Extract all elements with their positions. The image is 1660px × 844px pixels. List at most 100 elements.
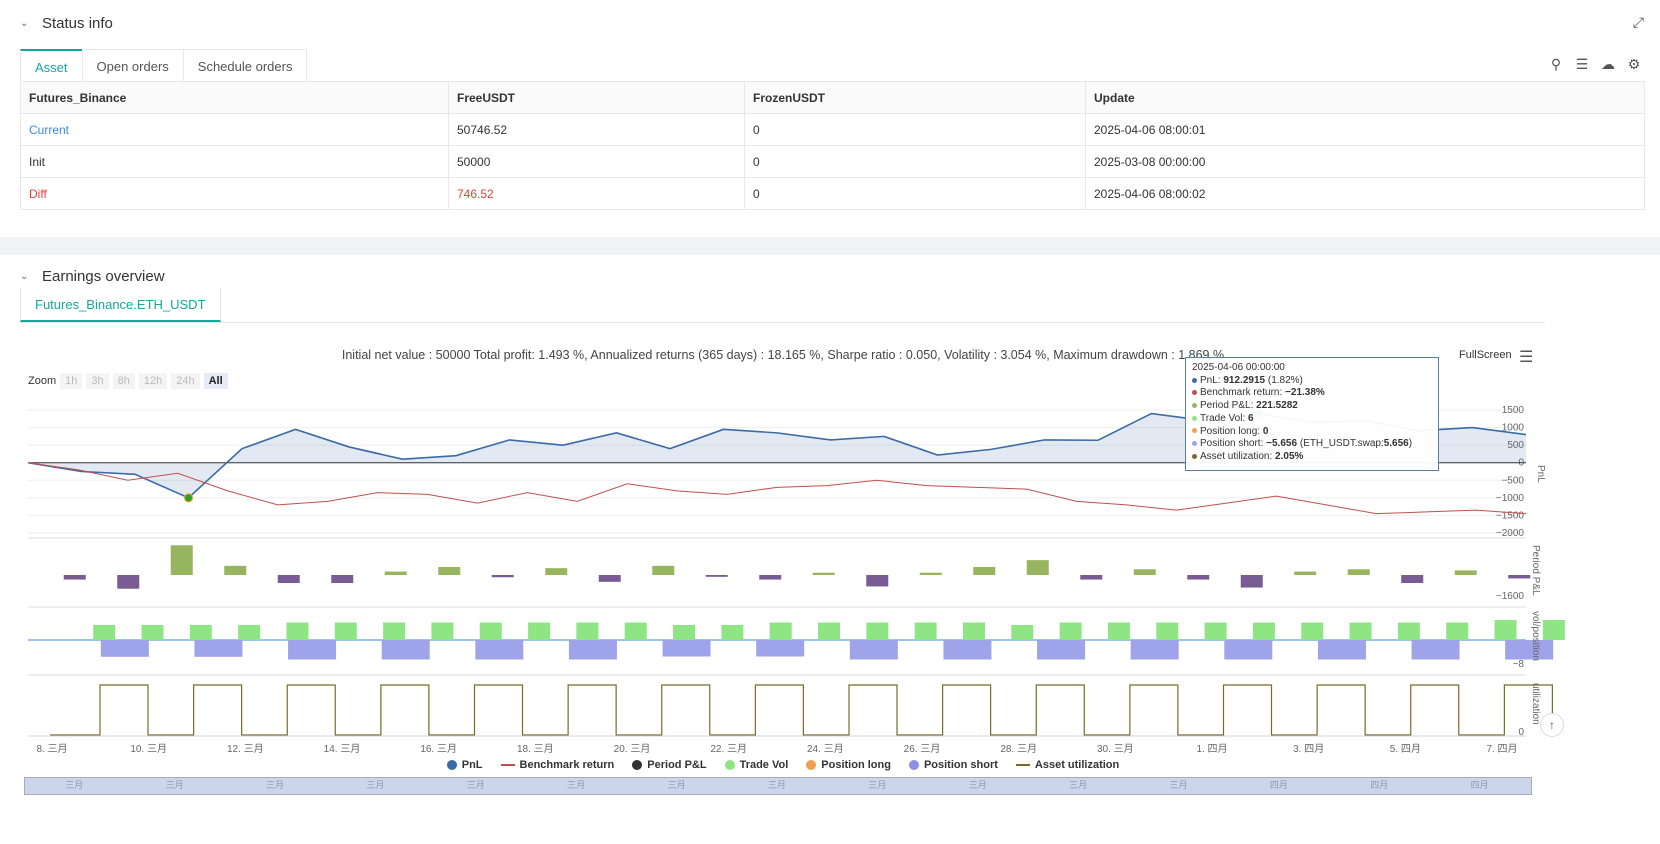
navigator-label: 三月 (366, 780, 385, 790)
position-axis-tick: −8 (1513, 659, 1525, 670)
zoom-24h-button[interactable]: 24h (171, 373, 200, 389)
period-pnl-bar (1401, 575, 1424, 583)
period-axis-title: Period P&L (1530, 545, 1541, 596)
x-tick-label: 28. 三月 (1000, 743, 1037, 755)
x-tick-label: 14. 三月 (324, 743, 361, 755)
status-section-header[interactable]: ⌄ Status info (20, 12, 113, 34)
trade-vol-bar (1059, 622, 1082, 640)
chevron-down-icon[interactable]: ⌄ (20, 17, 29, 29)
period-pnl-bar (1294, 571, 1317, 575)
util-axis-tick: 0 (1518, 727, 1524, 738)
range-navigator[interactable] (24, 777, 1532, 795)
navigator-label: 三月 (265, 780, 284, 790)
trade-vol-bar (431, 622, 454, 640)
asset-table: Futures_Binance FreeUSDT FrozenUSDT Upda… (20, 81, 1645, 210)
navigator-label: 三月 (868, 780, 887, 790)
section-title: Status info (42, 14, 113, 32)
trade-vol-bar (1156, 622, 1179, 640)
period-pnl-bar (1454, 570, 1477, 575)
zoom-all-button[interactable]: All (203, 373, 228, 389)
trade-vol-bar (1494, 620, 1517, 640)
navigator-label: 四月 (1269, 780, 1288, 790)
tab-futures-binance-eth-usdt[interactable]: Futures_Binance.ETH_USDT (20, 288, 221, 322)
position-short-bar (1317, 640, 1366, 660)
chevron-down-icon[interactable]: ⌄ (20, 270, 29, 282)
scroll-to-top-icon[interactable]: ↑ (1540, 713, 1564, 737)
legend-item-pnl[interactable]: PnL (446, 759, 483, 771)
earnings-section-header[interactable]: ⌄ Earnings overview (20, 265, 165, 287)
trade-vol-bar (624, 622, 647, 640)
earnings-chart[interactable]: 1500 1000 500 0 −500 −1000 −1500 −2000 PnL −1600 P… (0, 395, 1566, 760)
y-tick-label: 500 (1507, 440, 1524, 451)
period-pnl-bar (919, 572, 942, 575)
legend-item-trade-vol[interactable]: Trade Vol (724, 759, 788, 771)
legend-item-position-short[interactable]: Position short (908, 759, 998, 771)
navigator-label: 三月 (968, 780, 987, 790)
trade-vol-bar (914, 622, 937, 640)
period-pnl-bar (973, 567, 996, 575)
period-pnl-bar (1187, 575, 1210, 580)
hamburger-menu-icon[interactable]: ☰ (1519, 349, 1534, 366)
chart-tooltip: 2025-04-06 00:00:00 PnL: 912.2915 (1.82%… (1185, 357, 1439, 471)
y-tick-label: −500 (1501, 475, 1524, 486)
list-icon[interactable]: ☰ (1575, 56, 1589, 72)
collapse-icon[interactable]: ⤢ (1632, 14, 1644, 30)
period-pnl-bar (759, 575, 782, 580)
legend-item-benchmark[interactable]: Benchmark return (500, 759, 614, 771)
tab-open-orders[interactable]: Open orders (81, 49, 184, 84)
table-cell: 2025-04-06 08:00:02 (1085, 177, 1645, 210)
trade-vol-bar (673, 625, 696, 640)
navigator-label: 四月 (1370, 780, 1389, 790)
navigator-labels: 三月 三月 三月 三月 三月 三月 三月 三月 三月 三月 三月 三月 四月 四月 四月 (24, 778, 1530, 792)
x-tick-label: 5. 四月 (1390, 743, 1421, 755)
row-label-current[interactable]: Current (20, 113, 449, 146)
legend-item-asset-utilization[interactable]: Asset utilization (1015, 759, 1119, 771)
util-axis-title: utilization (1530, 683, 1541, 725)
navigator-label: 三月 (65, 780, 84, 790)
x-tick-label: 1. 四月 (1196, 743, 1227, 755)
fullscreen-button[interactable]: FullScreen (1459, 349, 1512, 361)
zoom-1h-button[interactable]: 1h (60, 373, 83, 389)
position-short-bar (1224, 640, 1273, 660)
cloud-download-icon[interactable]: ☁ (1601, 56, 1615, 72)
pnl-axis-title: PnL (1535, 465, 1546, 483)
zoom-8h-button[interactable]: 8h (112, 373, 135, 389)
x-tick-label: 10. 三月 (130, 743, 167, 755)
zoom-12h-button[interactable]: 12h (138, 373, 168, 389)
position-short-bar (1037, 640, 1086, 660)
x-tick-label: 30. 三月 (1097, 743, 1134, 755)
position-axis-title: vol/position (1530, 611, 1541, 661)
legend-item-position-long[interactable]: Position long (806, 759, 891, 771)
trade-vol-bar (721, 625, 744, 640)
x-tick-label: 18. 三月 (517, 743, 554, 755)
gear-icon[interactable]: ⚙ (1627, 56, 1641, 72)
period-pnl-bar (384, 571, 407, 575)
table-cell: 50746.52 (448, 113, 745, 146)
y-tick-label: −2000 (1496, 528, 1525, 539)
x-tick-label: 7. 四月 (1486, 743, 1517, 755)
position-short-bar (568, 640, 617, 660)
period-pnl-bar (224, 565, 247, 575)
position-short-bar (1411, 640, 1460, 660)
period-pnl-bar (63, 575, 86, 580)
tab-schedule-orders[interactable]: Schedule orders (182, 49, 308, 84)
chart-legend: PnL Benchmark return Period P&L Trade Vo… (0, 759, 1566, 771)
navigator-label: 三月 (1069, 780, 1088, 790)
position-short-bar (756, 640, 805, 657)
position-short-bar (288, 640, 337, 660)
period-pnl-bar (170, 545, 193, 575)
trade-vol-bar (383, 622, 406, 640)
y-tick-label: 1500 (1502, 405, 1525, 416)
table-cell: 2025-03-08 00:00:00 (1085, 145, 1645, 178)
tab-asset[interactable]: Asset (20, 49, 83, 85)
period-pnl-bar (1347, 569, 1370, 575)
zoom-3h-button[interactable]: 3h (86, 373, 109, 389)
trade-vol-bar (1011, 625, 1034, 640)
search-icon[interactable]: ⚲ (1550, 56, 1562, 72)
row-label-diff[interactable]: Diff (20, 177, 449, 210)
trade-vol-bar (334, 622, 357, 640)
legend-item-period-pnl[interactable]: Period P&L (632, 759, 707, 771)
position-short-bar (1505, 640, 1554, 660)
x-tick-label: 20. 三月 (614, 743, 651, 755)
period-pnl-bar (545, 568, 568, 575)
